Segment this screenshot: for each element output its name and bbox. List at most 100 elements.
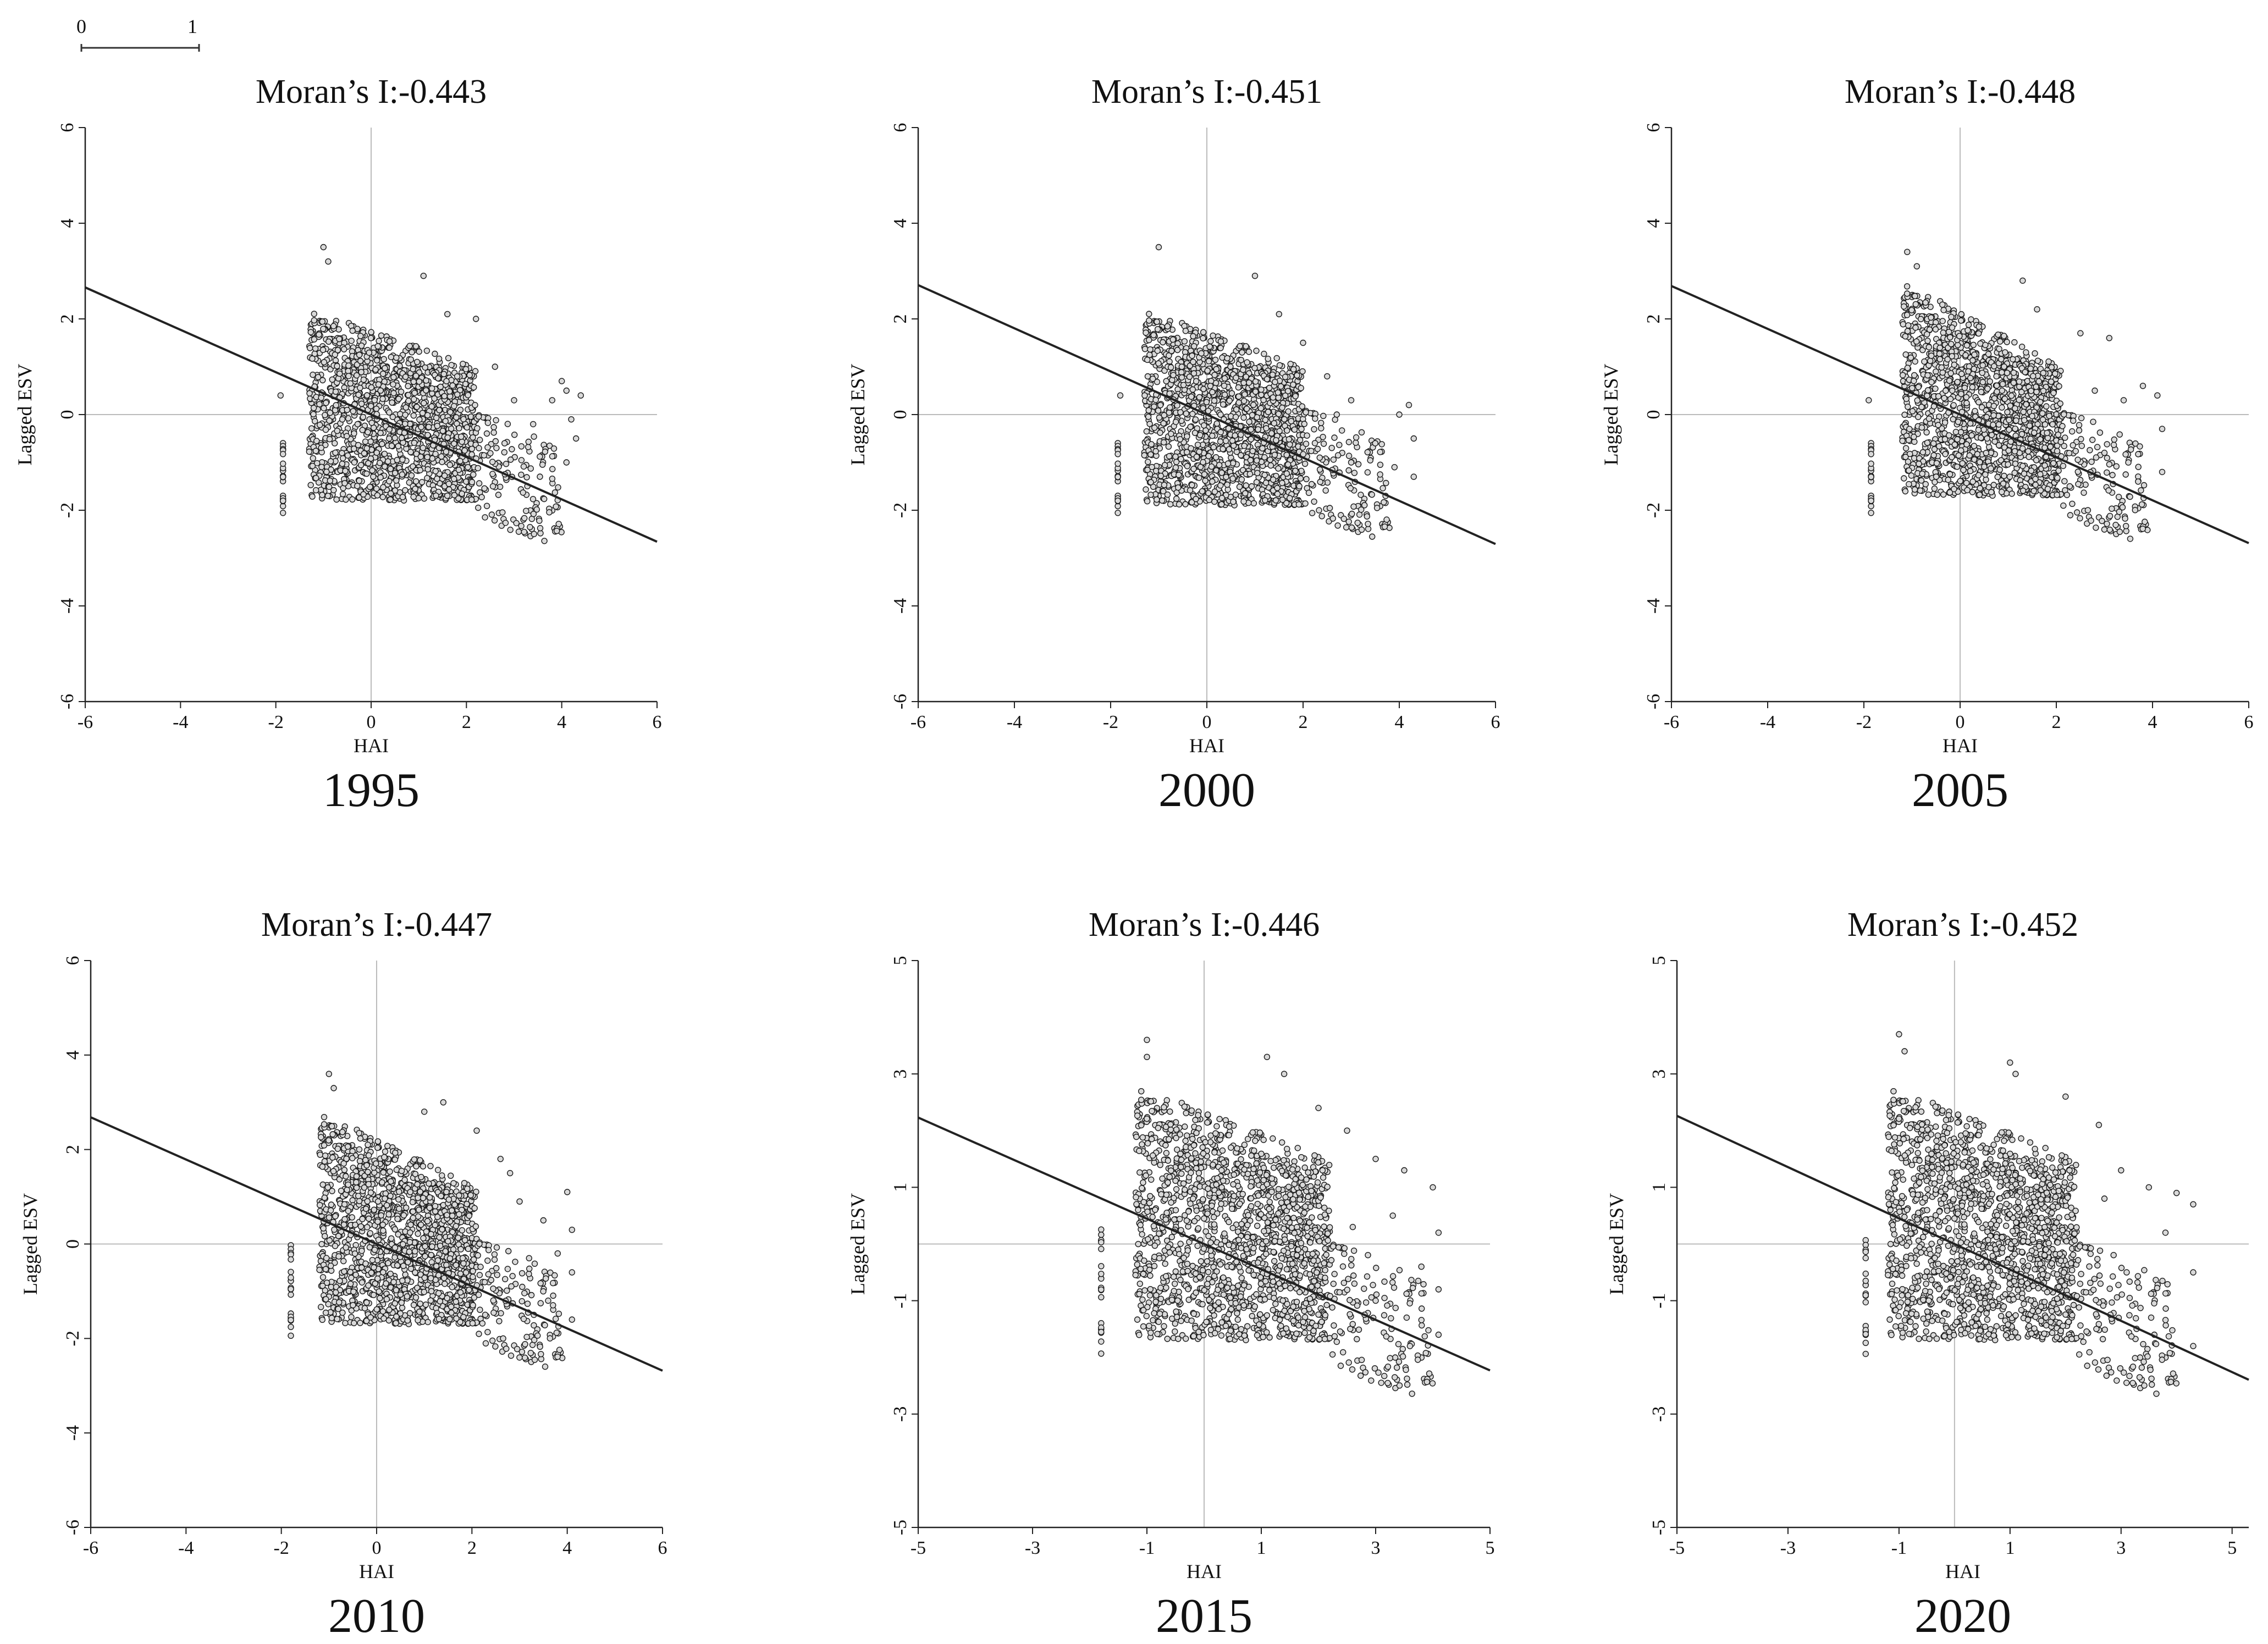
data-point [2045, 358, 2052, 365]
data-point [2028, 388, 2034, 394]
data-point [309, 493, 316, 500]
y-tick-label: -4 [890, 598, 910, 614]
data-point [521, 528, 527, 536]
data-point [1141, 346, 1149, 352]
data-point [2006, 426, 2012, 433]
panel-title: Moran’s I:-0.443 [256, 73, 487, 111]
data-point [466, 372, 473, 378]
data-point [389, 413, 396, 420]
data-point [376, 338, 382, 344]
data-point [367, 483, 373, 490]
data-point [379, 440, 385, 448]
data-point [2050, 460, 2057, 467]
data-point [468, 496, 475, 503]
data-point [391, 434, 398, 442]
data-point [1187, 423, 1194, 430]
data-point [1912, 293, 1918, 300]
data-point [354, 483, 361, 489]
data-point [1918, 424, 1925, 431]
data-point [1982, 341, 1989, 349]
data-point [1906, 467, 1912, 474]
data-point [1204, 367, 1211, 374]
data-point [435, 355, 443, 362]
data-point [318, 464, 325, 470]
data-point [2000, 480, 2007, 487]
data-point [1308, 448, 1315, 454]
data-point [1905, 322, 1912, 329]
data-point [384, 458, 391, 465]
data-point [1998, 489, 2005, 495]
data-point [1274, 484, 1281, 492]
data-point [1936, 443, 1943, 450]
data-point [1276, 311, 1283, 317]
data-point [1114, 460, 1121, 467]
data-point [1978, 389, 1985, 395]
data-point [2048, 378, 2055, 385]
data-point [2005, 461, 2011, 468]
y-tick-label: -2 [1643, 503, 1664, 518]
data-point [1238, 476, 1245, 483]
data-point [1210, 332, 1216, 339]
data-point [1928, 314, 1934, 321]
data-point [1145, 459, 1151, 465]
data-point [311, 317, 317, 324]
data-point [1334, 452, 1342, 459]
data-point [1242, 490, 1249, 496]
data-point [345, 373, 352, 379]
data-point [501, 440, 508, 446]
data-point [1320, 412, 1327, 420]
data-point [2007, 402, 2013, 409]
data-point [492, 363, 498, 370]
data-point [1271, 420, 1278, 427]
data-point [1275, 465, 1282, 472]
data-point [1999, 387, 2006, 394]
data-point [1151, 424, 1158, 431]
data-point [1947, 396, 1954, 402]
data-point [568, 416, 575, 423]
data-point [1265, 355, 1271, 362]
data-point [1177, 436, 1184, 443]
data-point [1207, 383, 1214, 389]
data-point [2043, 403, 2050, 410]
data-point [357, 384, 363, 391]
data-point [2050, 390, 2057, 396]
data-point [1271, 451, 1278, 458]
data-point [1209, 432, 1216, 439]
data-point [1990, 412, 1997, 419]
data-point [336, 370, 343, 377]
data-point [525, 444, 532, 450]
data-point [1148, 441, 1155, 448]
data-point [1963, 479, 1970, 487]
data-point [1988, 489, 1995, 495]
data-point [1928, 379, 1935, 385]
data-point [1935, 393, 1942, 400]
data-point [318, 444, 324, 451]
data-point [1279, 404, 1285, 411]
data-point [1240, 414, 1247, 421]
data-point [468, 451, 475, 458]
y-tick-label: -4 [1643, 598, 1664, 614]
data-point [1947, 370, 1954, 377]
data-point [416, 416, 423, 423]
data-point [2040, 369, 2047, 377]
data-point [1963, 441, 1970, 448]
data-point [487, 450, 494, 456]
data-point [1963, 342, 1971, 349]
data-point [1316, 454, 1323, 461]
data-point [421, 400, 427, 406]
data-point [502, 520, 509, 526]
data-point [1285, 408, 1292, 415]
data-point [1224, 460, 1232, 467]
data-point [381, 450, 388, 457]
data-point [424, 466, 431, 473]
data-point [1267, 462, 1274, 469]
scale-bar: 0 1 [76, 15, 200, 52]
data-point [1914, 413, 1922, 420]
data-point [2019, 487, 2027, 494]
data-point [461, 447, 468, 454]
data-point [373, 449, 380, 456]
data-point [489, 471, 496, 477]
data-point [1224, 355, 1230, 362]
data-point [1977, 459, 1983, 466]
